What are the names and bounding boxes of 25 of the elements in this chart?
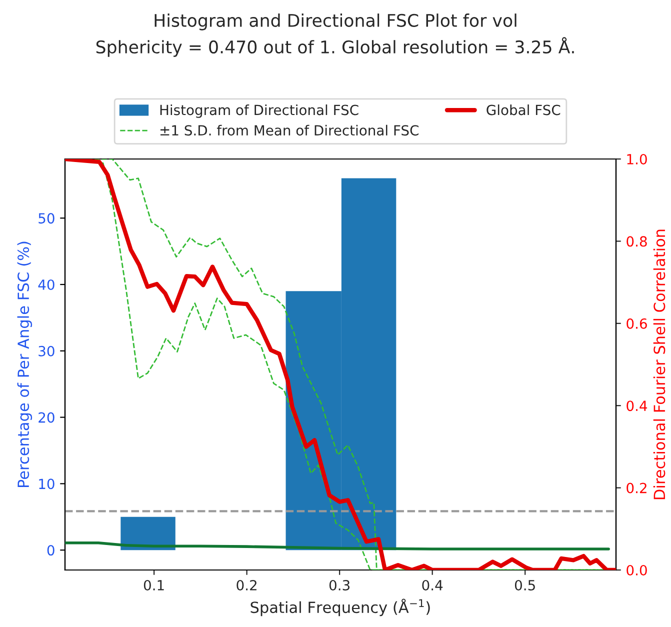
x-tick-label: 0.1 — [144, 580, 164, 590]
legend-label: Global FSC — [486, 104, 560, 116]
y2-tick-label: 0.2 — [626, 482, 646, 494]
x-tick-label: 0.5 — [514, 580, 535, 590]
y-tick-label: 20 — [38, 412, 54, 423]
y-tick-label: 30 — [38, 346, 54, 356]
y-tick-label: 10 — [39, 478, 54, 490]
y-tick-label: 40 — [38, 279, 54, 290]
y2-tick-label: 0.8 — [626, 236, 647, 247]
legend-label: Histogram of Directional FSC — [160, 104, 358, 118]
legend-label: ±1 S.D. from Mean of Directional FSC — [160, 124, 418, 136]
x-axis-title: Spatial Frequency (Å$^{−1}$) — [250, 598, 430, 616]
y-axis-title: Percentage of Per Angle FSC (%) — [17, 242, 32, 488]
chart-subtitle: Sphericity = 0.470 out of 1. Global resolution = 3.25 Å. — [96, 37, 574, 57]
y2-tick-label: 0.4 — [626, 400, 648, 412]
chart-title: Histogram and Directional FSC Plot for vol — [154, 14, 516, 30]
y2-axis-title: Directional Fourier Shell Correlation — [653, 230, 666, 500]
y2-tick-label: 1.0 — [627, 154, 647, 164]
y-tick-label: 0 — [47, 545, 54, 556]
y2-tick-label: 0.0 — [626, 564, 647, 576]
x-tick-label: 0.2 — [236, 580, 256, 590]
x-tick-label: 0.3 — [329, 580, 350, 590]
x-tick-label: 0.4 — [422, 580, 443, 590]
y-tick-label: 50 — [38, 213, 54, 224]
y2-tick-label: 0.6 — [626, 318, 647, 329]
